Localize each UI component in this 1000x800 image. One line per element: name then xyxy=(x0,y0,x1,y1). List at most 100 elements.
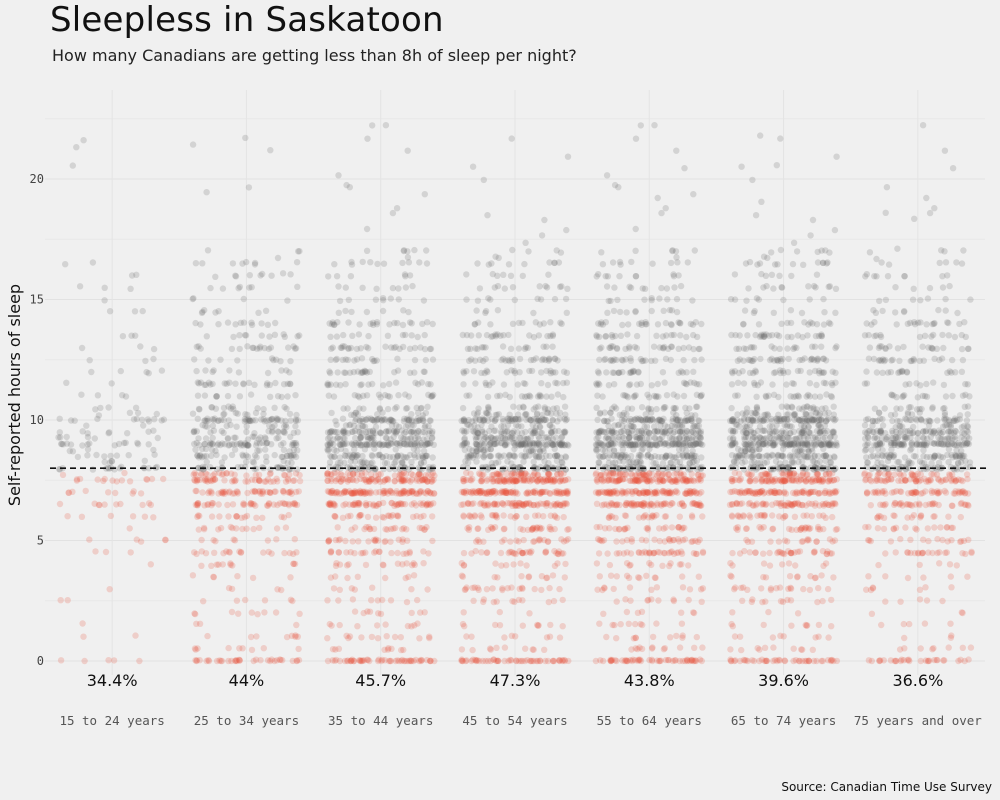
point-above-8h xyxy=(675,345,682,352)
point-below-8h xyxy=(360,609,367,617)
point-below-8h xyxy=(648,586,655,593)
point-above-8h xyxy=(563,369,571,376)
point-below-8h xyxy=(477,489,484,496)
point-above-8h xyxy=(384,332,392,339)
point-above-8h xyxy=(247,391,255,398)
point-below-8h xyxy=(285,489,292,496)
point-above-8h xyxy=(101,458,108,466)
point-below-8h xyxy=(549,572,557,579)
point-below-8h xyxy=(788,549,795,557)
point-below-8h xyxy=(736,550,744,557)
point-above-8h xyxy=(663,285,671,292)
point-below-8h xyxy=(417,472,424,479)
point-above-8h xyxy=(273,435,280,442)
point-below-8h xyxy=(484,549,491,556)
point-above-8h xyxy=(348,258,355,266)
point-above-8h xyxy=(636,435,643,442)
point-above-8h xyxy=(193,343,200,350)
point-below-8h xyxy=(332,513,339,521)
point-above-8h xyxy=(106,308,114,315)
point-below-8h xyxy=(240,501,247,508)
point-above-8h xyxy=(463,271,470,278)
point-above-8h xyxy=(245,442,252,449)
point-below-8h xyxy=(420,560,427,567)
point-above-8h xyxy=(191,427,198,434)
point-below-8h xyxy=(118,477,126,484)
point-above-8h xyxy=(414,333,421,341)
point-above-8h xyxy=(202,435,210,442)
point-below-8h xyxy=(217,524,225,532)
point-above-8h xyxy=(603,172,611,179)
point-above-8h xyxy=(236,440,244,448)
point-below-8h xyxy=(292,632,299,639)
point-below-8h xyxy=(259,488,266,495)
point-below-8h xyxy=(776,489,783,496)
point-above-8h xyxy=(287,380,294,388)
point-above-8h xyxy=(195,343,202,350)
point-above-8h xyxy=(549,343,556,350)
point-above-8h xyxy=(232,409,239,417)
point-above-8h xyxy=(199,445,206,453)
point-below-8h xyxy=(193,487,200,495)
point-above-8h xyxy=(252,417,259,424)
point-below-8h xyxy=(781,537,789,544)
point-below-8h xyxy=(769,512,776,519)
point-above-8h xyxy=(217,356,224,363)
point-below-8h xyxy=(494,500,501,508)
point-above-8h xyxy=(411,369,418,376)
point-above-8h xyxy=(386,453,393,461)
point-above-8h xyxy=(225,403,232,410)
point-above-8h xyxy=(80,137,87,144)
point-below-8h xyxy=(160,475,167,483)
point-above-8h xyxy=(327,369,334,377)
point-above-8h xyxy=(394,355,401,362)
point-above-8h xyxy=(520,453,527,460)
point-above-8h xyxy=(501,285,508,292)
point-above-8h xyxy=(653,332,660,339)
point-below-8h xyxy=(229,490,236,497)
point-below-8h xyxy=(233,525,240,532)
point-below-8h xyxy=(690,609,698,617)
point-above-8h xyxy=(160,416,168,423)
point-below-8h xyxy=(802,478,810,485)
point-below-8h xyxy=(280,471,288,479)
point-above-8h xyxy=(271,331,279,338)
point-below-8h xyxy=(109,477,116,484)
point-above-8h xyxy=(327,333,334,340)
point-above-8h xyxy=(280,381,288,388)
point-above-8h xyxy=(101,453,108,460)
point-above-8h xyxy=(207,439,214,446)
point-above-8h xyxy=(347,421,354,428)
point-below-8h xyxy=(194,645,201,652)
point-above-8h xyxy=(212,309,219,316)
point-above-8h xyxy=(258,332,265,339)
point-above-8h xyxy=(120,439,128,447)
point-above-8h xyxy=(654,321,662,328)
point-below-8h xyxy=(372,548,379,555)
point-above-8h xyxy=(611,181,619,189)
point-below-8h xyxy=(427,657,434,664)
point-below-8h xyxy=(143,476,150,483)
point-below-8h xyxy=(276,500,284,507)
point-below-8h xyxy=(338,475,346,483)
point-below-8h xyxy=(534,478,541,485)
point-above-8h xyxy=(243,442,250,449)
point-above-8h xyxy=(674,428,682,435)
point-below-8h xyxy=(147,501,155,509)
point-below-8h xyxy=(473,657,480,664)
point-below-8h xyxy=(767,538,774,545)
point-below-8h xyxy=(740,513,747,520)
point-below-8h xyxy=(198,536,205,544)
point-above-8h xyxy=(502,436,509,443)
point-above-8h xyxy=(363,225,371,233)
point-below-8h xyxy=(236,656,243,663)
point-above-8h xyxy=(261,434,269,441)
point-below-8h xyxy=(820,512,827,519)
point-below-8h xyxy=(282,524,290,531)
point-below-8h xyxy=(429,537,436,545)
point-above-8h xyxy=(224,319,232,326)
point-below-8h xyxy=(365,538,372,545)
point-above-8h xyxy=(485,295,492,302)
point-above-8h xyxy=(207,284,214,292)
point-below-8h xyxy=(194,502,201,509)
